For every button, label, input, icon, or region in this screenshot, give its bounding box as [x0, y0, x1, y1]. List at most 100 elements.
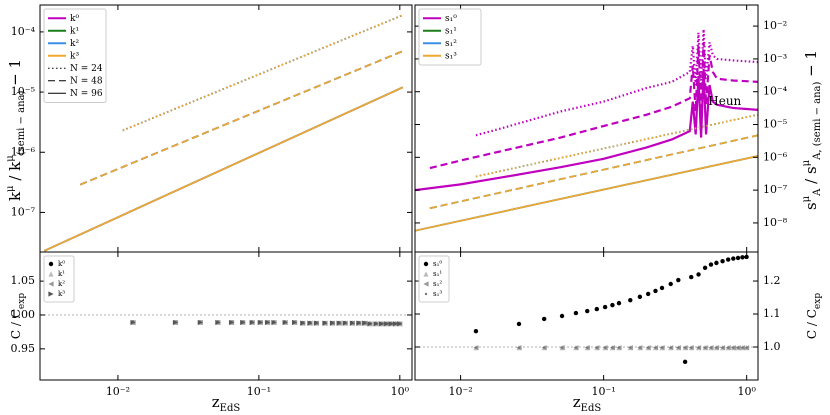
marker: [516, 321, 522, 327]
marker: [708, 262, 714, 267]
marker: [378, 321, 385, 327]
marker: [249, 319, 255, 326]
marker: [616, 300, 622, 306]
marker: [300, 320, 306, 326]
label-part: μ: [801, 195, 812, 202]
marker: [474, 346, 478, 349]
marker: [646, 346, 650, 349]
legend: k⁰ k¹ k² k³: [43, 255, 75, 303]
legend-label: k⁰: [70, 14, 79, 24]
line: [429, 134, 758, 210]
y-tick-label: 10⁻⁸: [763, 216, 788, 229]
label-part: C / C: [9, 309, 23, 339]
legend-frame: [43, 255, 75, 303]
line: [429, 42, 758, 170]
y-axis-label: sμA / sμA, (semi − ana) − 1: [801, 50, 823, 210]
marker: [48, 281, 54, 287]
legend-label: s₁⁰: [445, 14, 457, 24]
marker: [48, 261, 54, 267]
marker: [559, 313, 565, 319]
marker: [726, 346, 730, 349]
plot-area: [415, 29, 758, 232]
line: [475, 113, 758, 178]
marker: [669, 346, 672, 349]
marker: [731, 256, 736, 261]
legend-label: s₁²: [433, 280, 442, 288]
marker: [715, 346, 718, 349]
y-tick-label: 10⁻⁵: [763, 118, 787, 131]
legend-label: k³: [58, 290, 65, 298]
y-axis-label: C / Cexp: [9, 293, 27, 339]
y-tick-label: 10⁻⁴: [11, 25, 36, 38]
legend-label: s₁³: [433, 290, 442, 298]
marker: [611, 346, 614, 349]
marker: [690, 346, 693, 349]
marker: [48, 271, 54, 277]
y-tick-label: 10⁻⁷: [11, 205, 36, 218]
marker: [668, 281, 673, 287]
marker: [745, 346, 748, 349]
marker: [732, 346, 735, 349]
y-axis-label: kμ / kμ(semi − ana) − 1: [5, 59, 27, 201]
y-tick-label: 10⁻⁵: [11, 85, 35, 98]
label-part: exp: [813, 293, 823, 309]
legend-label: s₁⁰: [433, 260, 442, 268]
marker: [291, 319, 298, 326]
marker: [617, 346, 621, 349]
label-part: μ: [5, 155, 16, 162]
line: [43, 86, 404, 252]
legend-frame: [43, 8, 107, 103]
legend: s₁⁰ s₁¹ s₁² s₁³: [418, 8, 482, 66]
marker: [257, 319, 263, 326]
legend-label: k¹: [70, 26, 79, 36]
legend-frame: [418, 255, 450, 303]
legend-frame: [418, 8, 482, 66]
marker: [702, 265, 708, 271]
plot-area: [40, 314, 412, 327]
label-part: (semi − ana): [16, 91, 27, 156]
marker: [594, 306, 600, 312]
marker: [703, 346, 707, 349]
x-tick-label: 10⁰: [737, 385, 756, 398]
marker: [560, 346, 564, 349]
label-part: μ: [5, 185, 16, 192]
marker: [271, 319, 277, 326]
label-part: EdS: [220, 403, 241, 414]
marker: [689, 274, 694, 280]
y-tick-label: 1.2: [763, 274, 781, 287]
marker: [322, 320, 328, 326]
marker: [130, 319, 136, 326]
line: [122, 14, 404, 132]
marker: [349, 320, 355, 326]
marker: [595, 346, 599, 349]
marker: [683, 346, 687, 349]
label-part: s: [802, 202, 820, 210]
marker: [423, 281, 429, 287]
marker: [610, 302, 615, 308]
marker: [603, 346, 607, 349]
label-part: / k: [6, 161, 24, 186]
legend-label: N = 96: [70, 89, 103, 99]
y-tick-label: 10⁻⁶: [763, 150, 788, 163]
y-tick-label: 1.0: [763, 340, 781, 353]
label-part: − 1: [6, 59, 24, 91]
legend-label: k¹: [58, 270, 65, 278]
y-tick-label: 10⁻⁶: [11, 145, 36, 158]
y-axis-label: C / Cexp: [805, 293, 823, 339]
marker: [696, 272, 701, 277]
marker: [586, 346, 589, 349]
y-tick-label: 10⁻²: [763, 19, 787, 32]
plot-area: [43, 14, 404, 252]
marker: [356, 320, 362, 326]
marker: [660, 346, 664, 349]
marker: [342, 320, 348, 326]
marker: [393, 321, 399, 327]
legend-label: s₁¹: [433, 270, 442, 278]
marker: [388, 321, 394, 327]
y-tick-label: 10⁻⁷: [763, 183, 788, 196]
marker: [397, 321, 403, 327]
marker: [307, 320, 313, 326]
x-tick-label: 10⁻¹: [247, 385, 271, 398]
marker: [228, 319, 235, 326]
